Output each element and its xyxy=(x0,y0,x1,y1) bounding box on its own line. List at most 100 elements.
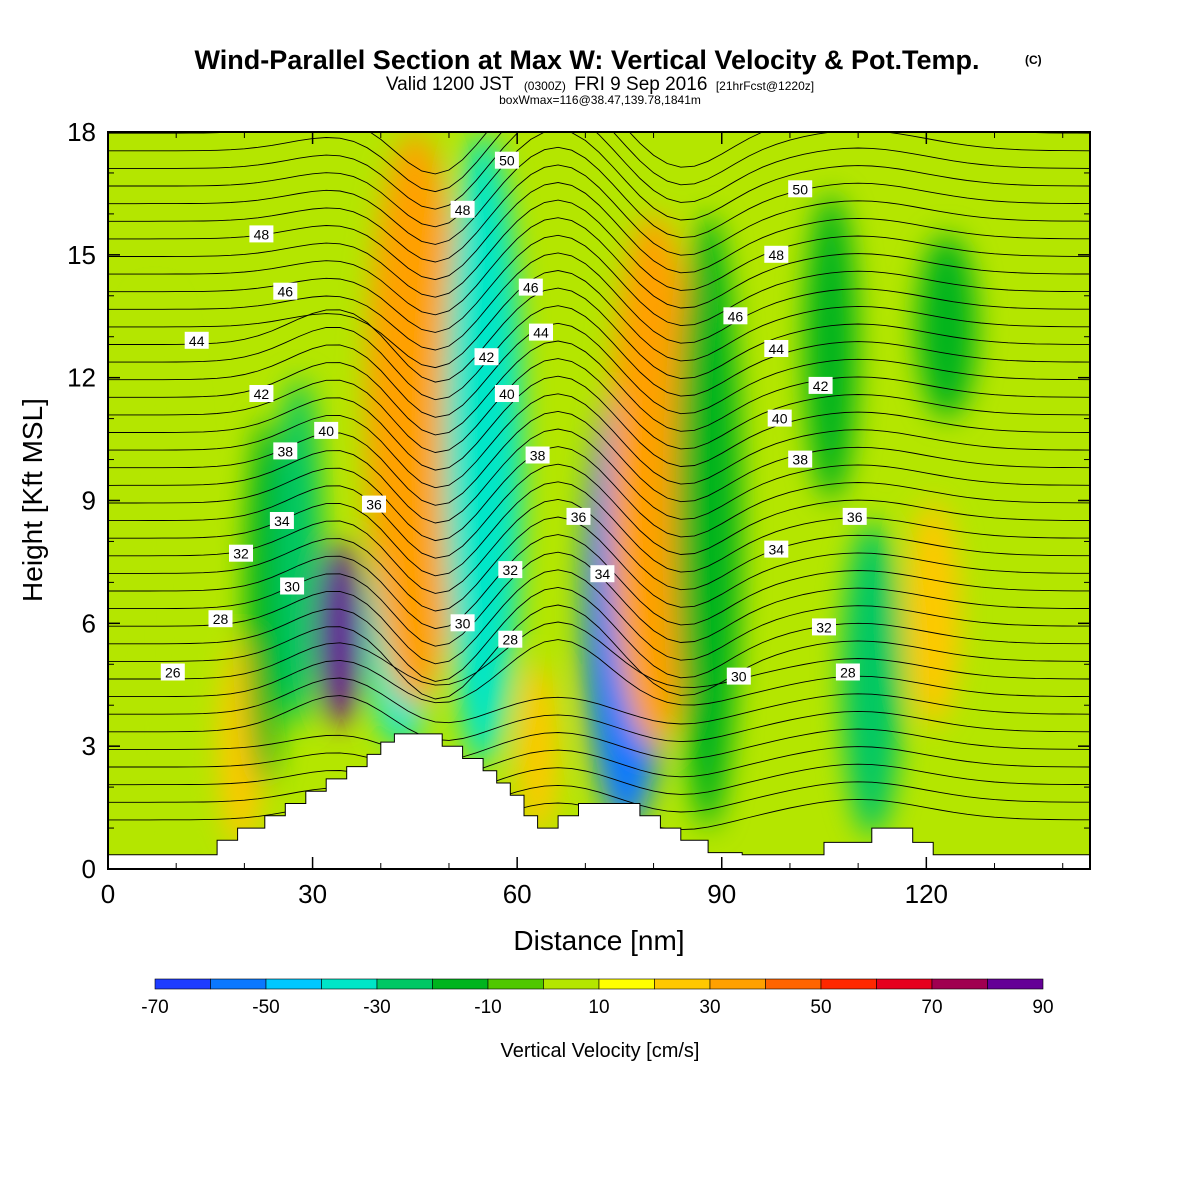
svg-text:30: 30 xyxy=(284,579,300,595)
isentrope-23 xyxy=(108,375,1090,471)
colorbar-tick-label: -10 xyxy=(474,997,501,1018)
svg-text:38: 38 xyxy=(278,443,294,459)
isentrope-16 xyxy=(108,498,1090,594)
contour-label-36: 28 xyxy=(835,663,860,681)
svg-text:34: 34 xyxy=(274,513,290,529)
isentrope-9 xyxy=(108,621,1090,688)
isentrope-6 xyxy=(108,695,1090,743)
svg-text:50: 50 xyxy=(792,181,808,197)
x-tick-label: 60 xyxy=(503,879,532,909)
isentrope-3 xyxy=(108,763,1090,796)
colorbar-tick-label: 10 xyxy=(588,997,609,1018)
colorbar-swatch-4 xyxy=(321,978,378,990)
contour-label-13: 48 xyxy=(450,200,475,218)
colorbar-tick-label: 70 xyxy=(921,997,942,1018)
svg-text:48: 48 xyxy=(769,247,785,263)
contour-label-35: 30 xyxy=(726,667,751,685)
contour-label-7: 38 xyxy=(273,442,298,460)
colorbar-swatch-16 xyxy=(987,978,1044,990)
svg-text:40: 40 xyxy=(499,386,515,402)
svg-text:40: 40 xyxy=(772,411,788,427)
contour-label-8: 40 xyxy=(314,421,339,439)
svg-text:46: 46 xyxy=(523,280,539,296)
svg-text:44: 44 xyxy=(189,333,205,349)
isentrope-10 xyxy=(108,604,1090,700)
velocity-band-4 xyxy=(245,418,285,788)
colorbar-tick-label: 30 xyxy=(699,997,720,1018)
colorbar-tick-label: -50 xyxy=(252,997,279,1018)
colorbar-swatch-13 xyxy=(820,978,877,990)
contour-label-30: 40 xyxy=(767,409,792,427)
vertical-velocity-field xyxy=(112,132,977,869)
contour-labels: 26 28 30 32 34 36 38 40 42 44 46 48 48 50 46 44 42 40 38 36… xyxy=(160,151,867,685)
isentrope-33 xyxy=(108,199,1090,298)
velocity-band-10 xyxy=(518,664,558,837)
x-axis-title: Distance [nm] xyxy=(513,925,684,956)
svg-text:28: 28 xyxy=(213,611,229,627)
velocity-band-14 xyxy=(804,193,858,501)
colorbar: -70 -50 -30 -10 10 30 50 70 90 xyxy=(141,978,1054,1018)
svg-text:32: 32 xyxy=(233,546,249,562)
colorbar-tick-label: 50 xyxy=(810,997,831,1018)
potential-temperature-contours xyxy=(108,132,1090,832)
velocity-band-2 xyxy=(123,295,189,849)
colorbar-swatch-6 xyxy=(432,978,489,990)
isentrope-27 xyxy=(108,305,1090,401)
plot-area: 26 28 30 32 34 36 38 40 42 44 46 48 48 50 46 44 42 40 38 36… xyxy=(108,132,1090,869)
svg-text:30: 30 xyxy=(731,669,747,685)
isentrope-32 xyxy=(108,217,1090,316)
contour-label-12: 48 xyxy=(249,225,274,243)
colorbar-swatch-1 xyxy=(154,978,211,990)
colorbar-tick-label: -30 xyxy=(363,997,390,1018)
x-tick-label: 0 xyxy=(101,879,115,909)
contour-label-4: 32 xyxy=(229,544,253,562)
contour-label-23: 30 xyxy=(450,614,475,632)
y-axis-title: Height [Kft MSL] xyxy=(17,398,48,602)
velocity-band-6 xyxy=(317,541,363,726)
contour-label-33: 34 xyxy=(764,540,789,558)
contour-label-3: 30 xyxy=(280,577,305,595)
svg-text:42: 42 xyxy=(813,378,829,394)
x-tick-label: 30 xyxy=(298,879,327,909)
y-tick-label: 12 xyxy=(67,363,96,393)
contour-label-16: 44 xyxy=(529,323,553,341)
y-tick-label: 18 xyxy=(67,117,96,147)
svg-text:38: 38 xyxy=(792,452,808,468)
svg-text:42: 42 xyxy=(479,349,495,365)
colorbar-swatch-15 xyxy=(931,978,988,990)
svg-text:32: 32 xyxy=(816,619,832,635)
colorbar-swatch-10 xyxy=(654,978,711,990)
colorbar-swatch-9 xyxy=(598,978,655,990)
y-tick-label: 6 xyxy=(82,608,96,638)
valid-date: FRI 9 Sep 2016 xyxy=(574,74,707,95)
velocity-band-8 xyxy=(365,132,464,706)
contour-label-10: 44 xyxy=(184,331,209,349)
contour-label-32: 36 xyxy=(842,507,867,525)
svg-text:34: 34 xyxy=(769,542,785,558)
svg-text:34: 34 xyxy=(595,566,611,582)
svg-text:26: 26 xyxy=(165,665,181,681)
svg-text:46: 46 xyxy=(278,284,294,300)
svg-text:36: 36 xyxy=(571,509,587,525)
contour-label-26: 48 xyxy=(764,245,789,263)
valid-time: Valid 1200 JST xyxy=(386,74,514,95)
isentrope-19 xyxy=(108,446,1090,542)
colorbar-tick-label: -70 xyxy=(141,997,168,1018)
colorbar-swatch-12 xyxy=(765,978,822,990)
svg-text:48: 48 xyxy=(455,202,471,218)
svg-text:36: 36 xyxy=(847,509,863,525)
svg-text:28: 28 xyxy=(840,665,856,681)
contour-label-21: 34 xyxy=(590,565,615,583)
contour-label-15: 46 xyxy=(518,278,543,296)
svg-text:44: 44 xyxy=(533,325,549,341)
svg-text:32: 32 xyxy=(503,562,519,578)
isentrope-7 xyxy=(108,677,1090,725)
svg-text:46: 46 xyxy=(728,308,744,324)
utc-time: (0300Z) xyxy=(524,79,566,93)
svg-text:40: 40 xyxy=(318,423,334,439)
isentrope-5 xyxy=(108,728,1090,761)
contour-label-5: 34 xyxy=(269,512,294,529)
terrain xyxy=(108,733,1090,869)
contour-label-2: 28 xyxy=(208,610,233,628)
